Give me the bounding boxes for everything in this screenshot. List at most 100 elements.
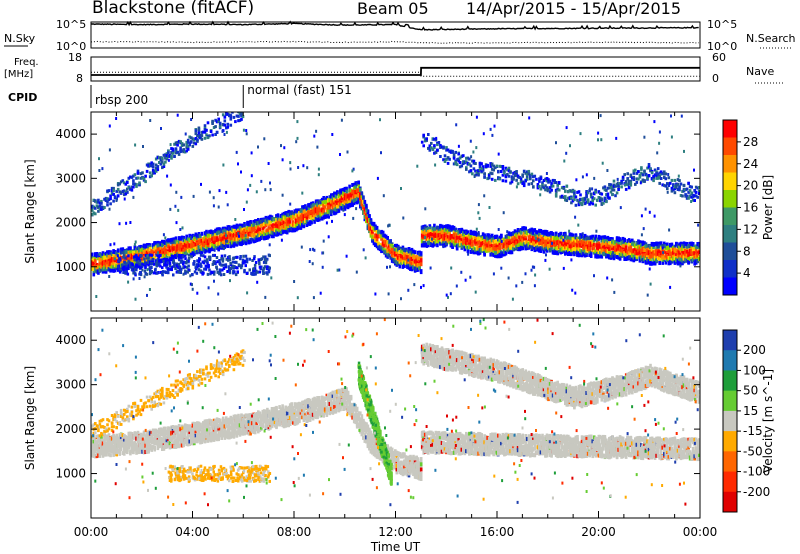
echo-cell (652, 257, 655, 262)
echo-cell (577, 251, 581, 256)
echo-cell (647, 247, 651, 252)
echo-cell (650, 254, 654, 259)
echo-cell (515, 235, 518, 240)
echo-cell (395, 260, 399, 265)
echo-cell (287, 211, 290, 215)
echo-cell (675, 252, 678, 257)
echo-cell (179, 247, 182, 252)
echo-cell (538, 243, 541, 248)
echo-cell (478, 248, 482, 253)
echo-cell (305, 212, 309, 217)
echo-cell (193, 237, 196, 241)
echo-cell (629, 257, 633, 262)
echo-cell (698, 243, 700, 248)
echo-cell (371, 229, 374, 234)
echo-cell (104, 262, 108, 267)
echo-cell (158, 243, 161, 248)
echo-cell (498, 246, 502, 251)
echo-cell (650, 242, 654, 246)
echo-cell (229, 242, 233, 247)
echo-cell (296, 215, 300, 220)
echo-cell (199, 248, 202, 253)
cpid-segment-label: rbsp 200 (95, 93, 148, 107)
echo-cell (139, 260, 143, 265)
echo-cell (611, 253, 614, 258)
echo-cell (115, 255, 118, 260)
echo-cell (107, 260, 111, 265)
echo-cell (567, 247, 570, 252)
echo-cell (129, 246, 132, 251)
echo-cell (107, 258, 111, 263)
echo-cell (109, 254, 112, 259)
echo-cell (212, 244, 216, 248)
echo-cell (290, 226, 293, 231)
echo-cell (445, 230, 448, 235)
echo-cell (468, 235, 471, 240)
echo-cell (130, 185, 134, 189)
echo-cell (489, 240, 492, 245)
echo-cell (466, 245, 470, 250)
echo-cell (285, 222, 289, 227)
echo-cell (513, 241, 517, 246)
echo-cell (264, 219, 268, 224)
echo-cell (345, 193, 348, 198)
echo-cell (252, 239, 255, 244)
echo-cell (340, 196, 344, 201)
echo-cell (565, 250, 569, 255)
echo-cell (185, 235, 188, 240)
echo-cell (337, 202, 341, 207)
echo-cell (199, 239, 202, 244)
echo-cell (484, 235, 488, 240)
echo-cell (174, 246, 178, 251)
echo-cell (103, 256, 106, 260)
echo-cell (246, 226, 249, 230)
echo-cell (357, 180, 360, 185)
echo-cell (270, 230, 274, 235)
noise-search-label: N.Search (746, 32, 796, 45)
echo-cell (145, 243, 149, 248)
echo-cell (371, 235, 374, 240)
echo-cell (641, 242, 645, 247)
echo-cell (340, 202, 344, 207)
echo-cell (670, 247, 674, 252)
echo-cell (418, 266, 421, 271)
echo-cell (235, 239, 239, 244)
echo-cell (151, 169, 155, 172)
echo-cell (214, 244, 217, 249)
echo-cell (553, 240, 556, 245)
echo-cell (349, 193, 353, 198)
noise-left-tick-label: 10^0 (56, 40, 86, 53)
echo-cell (542, 243, 546, 248)
echo-cell (142, 250, 146, 254)
echo-cell (381, 238, 385, 243)
echo-cell (348, 190, 351, 195)
echo-cell (693, 244, 696, 249)
echo-cell (296, 208, 300, 213)
echo-cell (345, 203, 348, 208)
echo-cell (112, 189, 115, 192)
echo-cell (119, 191, 123, 195)
echo-cell (337, 208, 341, 213)
echo-cell (162, 162, 166, 166)
echo-cell (260, 232, 263, 237)
echo-cell (232, 243, 236, 248)
echo-cell (381, 243, 385, 248)
echo-cell (206, 245, 210, 250)
echo-cell (592, 248, 596, 253)
echo-cell (643, 253, 646, 258)
echo-cell (123, 181, 126, 185)
echo-cell (359, 195, 362, 200)
echo-cell (115, 259, 118, 264)
echo-cell (562, 240, 566, 245)
echo-cell (469, 231, 473, 236)
echo-cell (608, 251, 611, 256)
echo-cell (409, 253, 412, 258)
echo-cell (234, 239, 237, 244)
echo-cell (369, 230, 373, 235)
echo-cell (406, 264, 409, 269)
echo-cell (104, 196, 108, 200)
echo-cell (363, 215, 367, 219)
echo-cell (243, 228, 246, 233)
echo-cell (629, 239, 633, 244)
echo-cell (418, 263, 421, 268)
